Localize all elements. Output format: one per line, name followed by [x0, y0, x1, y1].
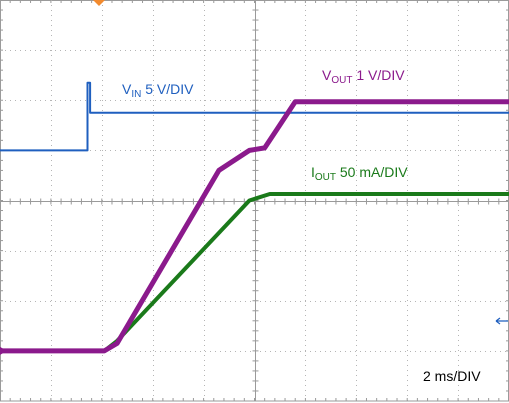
trace-vin — [0, 81, 509, 152]
offscreen-arrow-icon — [495, 317, 508, 325]
ground-marker-icon — [0, 346, 7, 355]
series-label-vin: VIN 5 V/DIV — [122, 81, 194, 100]
traces — [0, 81, 509, 354]
trace-vout — [0, 99, 509, 354]
trace-iout — [0, 192, 509, 353]
trigger-marker-icon — [93, 0, 105, 6]
series-label-iout: IOUT 50 mA/DIV — [311, 164, 408, 183]
markers — [0, 0, 508, 355]
labels: VIN 5 V/DIV VOUT 1 V/DIV IOUT 50 mA/DIV … — [122, 67, 481, 384]
series-label-vout: VOUT 1 V/DIV — [322, 67, 405, 86]
time-scale-label: 2 ms/DIV — [423, 368, 481, 384]
